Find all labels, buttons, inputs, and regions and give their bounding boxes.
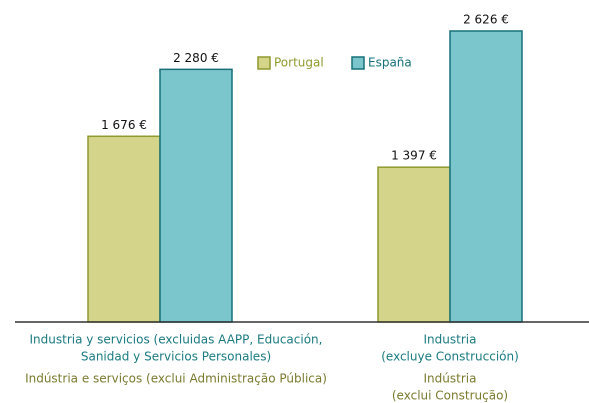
bar [377, 166, 451, 323]
legend-label: Portugal [274, 56, 324, 70]
bar [159, 68, 233, 323]
value-label: 2 626 € [463, 13, 509, 27]
bar [449, 30, 523, 323]
value-label: 2 280 € [173, 51, 219, 65]
value-label: 1 676 € [101, 118, 147, 132]
category-translation: (exclui Construção) [392, 389, 508, 403]
category-translation: Indústria e serviços (exclui Administraç… [25, 372, 327, 386]
category-label: (excluye Construcción) [381, 350, 519, 364]
legend-label: España [368, 56, 412, 70]
category-label: Industria [424, 333, 477, 347]
value-label: 1 397 € [391, 149, 437, 163]
category-translation: Indústria [424, 372, 477, 386]
category-label: Sanidad y Servicios Personales) [81, 350, 271, 364]
bar [87, 135, 161, 323]
category-label: Industria y servicios (excluidas AAPP, E… [30, 333, 323, 347]
legend-swatch [257, 56, 271, 70]
legend-swatch [351, 56, 365, 70]
